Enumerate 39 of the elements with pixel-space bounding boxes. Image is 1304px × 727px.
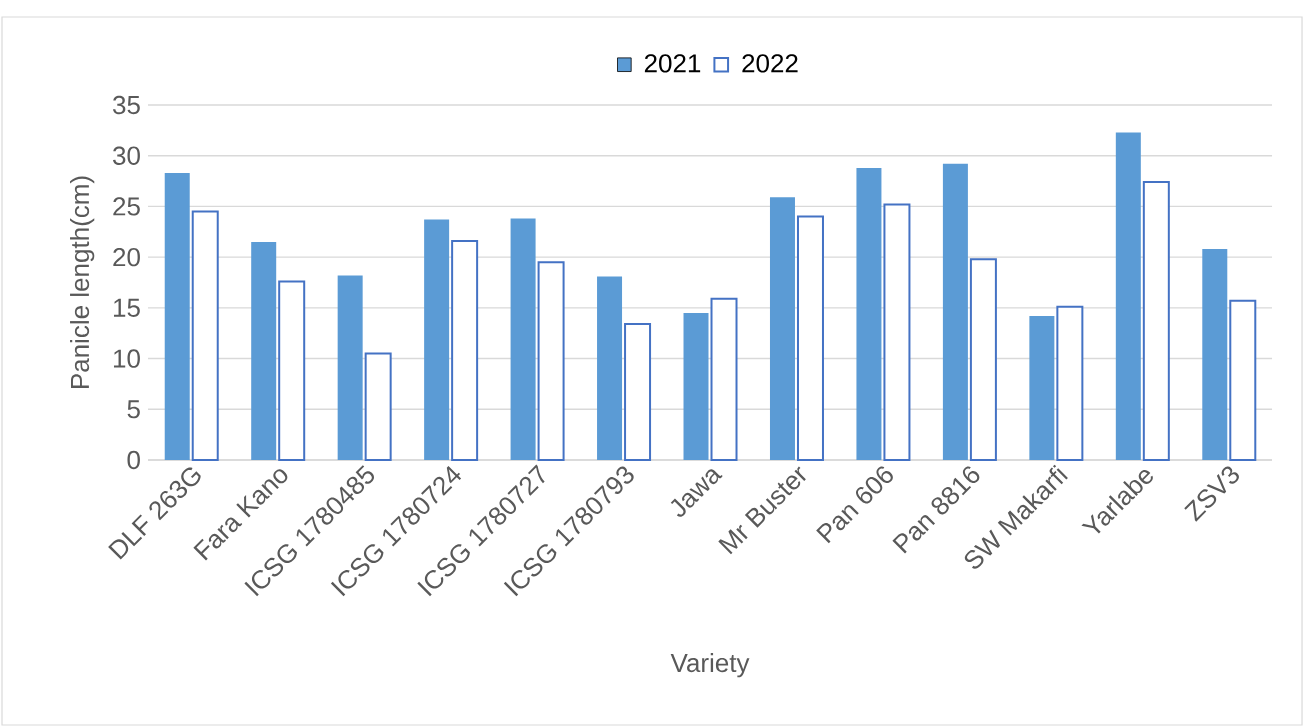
- bar: [1229, 299, 1257, 461]
- x-tick-label: Pan 606: [816, 466, 893, 544]
- bar: [624, 323, 652, 461]
- y-tick-label: 35: [113, 95, 140, 115]
- bar: [1202, 249, 1228, 460]
- bar: [337, 275, 363, 460]
- bar: [1142, 181, 1170, 461]
- bar: [597, 276, 623, 460]
- bar: [1029, 315, 1055, 460]
- y-tick-label: 15: [113, 298, 140, 317]
- x-axis-title: Variety: [670, 653, 750, 678]
- bar: [883, 203, 911, 461]
- bar: [1115, 132, 1141, 460]
- bar: [251, 241, 277, 460]
- y-tick-label: 30: [113, 146, 140, 165]
- bar: [537, 261, 565, 461]
- bar: [364, 352, 392, 461]
- bar: [683, 312, 709, 460]
- y-tick-label: 10: [113, 349, 140, 368]
- bar: [424, 219, 450, 460]
- bar: [451, 239, 479, 461]
- bar: [856, 167, 882, 460]
- bar: [942, 163, 968, 460]
- legend-label: 2021: [644, 54, 701, 73]
- bar: [191, 210, 219, 461]
- bar: [164, 172, 190, 460]
- bar: [969, 258, 997, 461]
- bar: [1056, 305, 1084, 461]
- y-axis-title: Panicle length(cm): [70, 176, 95, 389]
- bar: [710, 297, 738, 461]
- bar: [796, 215, 824, 461]
- y-tick-label: 25: [113, 197, 140, 216]
- y-tick-label: 20: [113, 247, 140, 267]
- y-tick-label: 5: [127, 400, 140, 419]
- legend-label: 2022: [742, 54, 798, 73]
- bar: [510, 218, 536, 460]
- bar: [278, 280, 306, 461]
- y-tick-label: 0: [127, 450, 140, 470]
- bar: [769, 197, 795, 460]
